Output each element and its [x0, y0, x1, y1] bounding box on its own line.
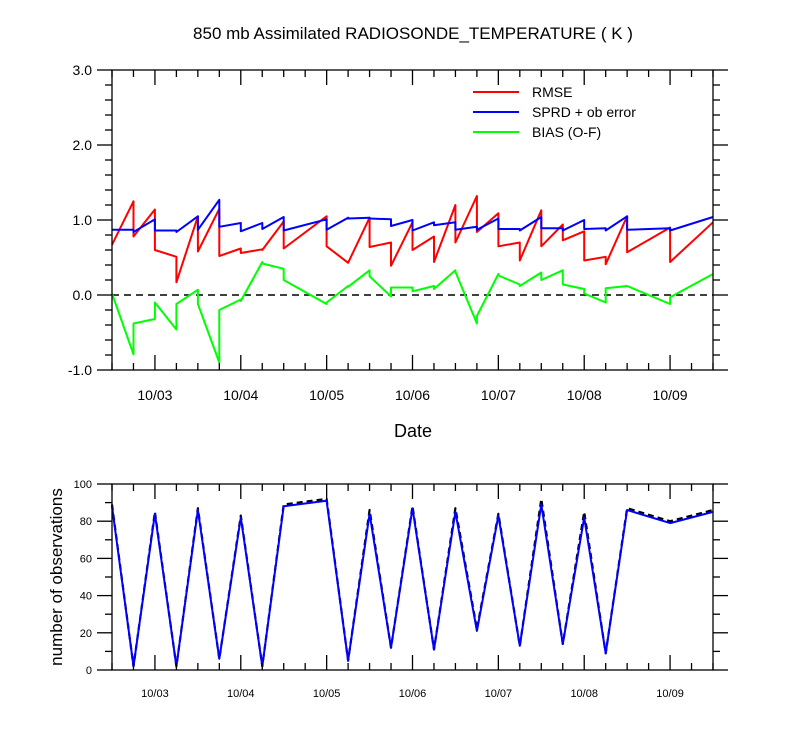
bottom-chart-y-tick-label: 60: [80, 553, 92, 565]
top-chart-x-tick-label: 10/07: [481, 387, 516, 403]
top-chart-x-tick-label: 10/09: [653, 387, 688, 403]
top-chart-y-tick-label: 0.0: [73, 287, 93, 303]
top-chart: 10/03 10/04 10/05 10/06 10/07 10/08 10/09 -1.0 0…: [68, 62, 728, 403]
bottom-chart-y-tick-label: 20: [80, 628, 92, 640]
top-chart-xlabel: Date: [394, 421, 432, 441]
bottom-chart-y-tick-label: 100: [74, 479, 92, 491]
top-chart-legend-label: SPRD + ob error: [532, 104, 636, 120]
top-chart-x-tick-label: 10/04: [223, 387, 258, 403]
bottom-chart-ylabel: number of observations: [47, 488, 66, 666]
bottom-chart-y-tick-label: 80: [80, 516, 92, 528]
bottom-chart-y-tick-label: 40: [80, 591, 92, 603]
bottom-chart-x-tick-label: 10/07: [485, 688, 513, 700]
bottom-chart-x-tick-label: 10/08: [570, 688, 598, 700]
top-chart-series-1-line: [112, 198, 714, 233]
top-chart-x-tick-label: 10/03: [137, 387, 172, 403]
top-chart-series-0-line: [111, 195, 714, 284]
bottom-chart-x-tick-label: 10/03: [141, 688, 169, 700]
top-chart-x-tick-label: 10/08: [567, 387, 602, 403]
top-chart-series-2-line: [111, 261, 714, 364]
bottom-chart-x-tick-label: 10/04: [227, 688, 255, 700]
top-chart-title: 850 mb Assimilated RADIOSONDE_TEMPERATUR…: [193, 24, 633, 43]
top-chart-x-tick-label: 10/06: [395, 387, 430, 403]
bottom-chart-y-tick-label: 0: [86, 665, 92, 677]
bottom-chart: 10/03 10/04 10/05 10/06 10/07 10/08 10/09 0 20 40…: [74, 479, 728, 700]
top-chart-y-tick-label: -1.0: [68, 362, 92, 378]
bottom-chart-x-tick-label: 10/05: [313, 688, 341, 700]
top-chart-y-tick-label: 2.0: [73, 137, 93, 153]
bottom-chart-x-tick-label: 10/09: [656, 688, 684, 700]
top-chart-legend-label: RMSE: [532, 84, 572, 100]
top-chart-legend-label: BIAS (O-F): [532, 124, 601, 140]
top-chart-y-tick-label: 1.0: [73, 212, 93, 228]
bottom-chart-series-1-line: [111, 499, 714, 668]
bottom-chart-x-tick-label: 10/06: [399, 688, 427, 700]
top-chart-y-tick-label: 3.0: [73, 62, 93, 78]
bottom-chart-series-0-line: [110, 497, 714, 668]
top-chart-x-tick-label: 10/05: [309, 387, 344, 403]
